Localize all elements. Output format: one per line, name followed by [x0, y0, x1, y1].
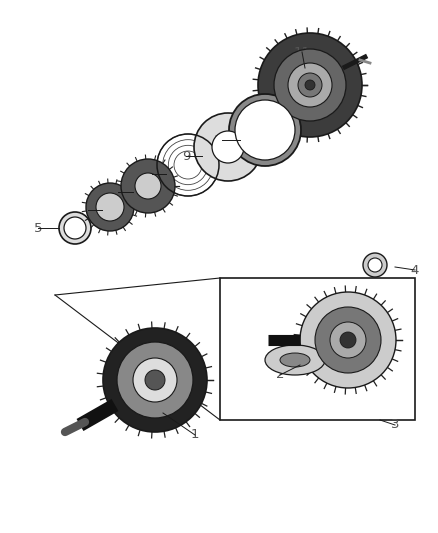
Text: 7: 7: [114, 185, 122, 198]
Circle shape: [300, 292, 396, 388]
Text: 3: 3: [391, 418, 399, 432]
Circle shape: [363, 253, 387, 277]
Text: 9: 9: [182, 149, 190, 163]
Circle shape: [117, 342, 193, 418]
Circle shape: [258, 33, 362, 137]
Text: 5: 5: [34, 222, 42, 235]
Circle shape: [235, 100, 295, 160]
Circle shape: [96, 193, 124, 221]
Circle shape: [288, 63, 332, 107]
Circle shape: [86, 183, 134, 231]
Ellipse shape: [280, 353, 310, 367]
Ellipse shape: [265, 345, 325, 375]
Circle shape: [229, 94, 301, 166]
Circle shape: [121, 159, 175, 213]
Circle shape: [298, 73, 322, 97]
Text: 10: 10: [214, 133, 230, 147]
Circle shape: [212, 131, 244, 163]
Text: 4: 4: [411, 263, 419, 277]
Text: 2: 2: [276, 368, 284, 382]
Circle shape: [133, 358, 177, 402]
Circle shape: [274, 49, 346, 121]
Text: 8: 8: [148, 167, 156, 181]
Text: 11: 11: [293, 45, 311, 59]
Circle shape: [194, 113, 262, 181]
Circle shape: [135, 173, 161, 199]
Circle shape: [103, 328, 207, 432]
Circle shape: [340, 332, 356, 348]
Circle shape: [368, 258, 382, 272]
Bar: [220, 278, 415, 420]
Text: 1: 1: [191, 429, 199, 441]
Text: 6: 6: [84, 204, 92, 216]
Circle shape: [315, 307, 381, 373]
Circle shape: [330, 322, 366, 358]
Circle shape: [145, 370, 165, 390]
Circle shape: [64, 217, 86, 239]
Circle shape: [59, 212, 91, 244]
Circle shape: [305, 80, 315, 90]
